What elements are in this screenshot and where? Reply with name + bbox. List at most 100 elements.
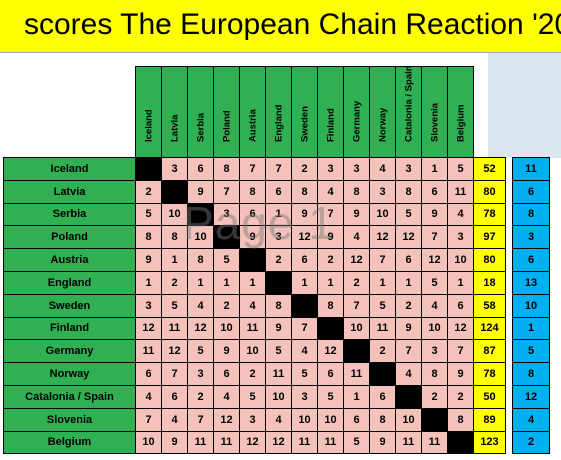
score-cell[interactable]: 9 <box>395 316 422 341</box>
score-cell[interactable]: 1 <box>317 270 344 295</box>
score-cell[interactable]: 8 <box>161 225 188 250</box>
rank-cell[interactable]: 5 <box>512 339 550 364</box>
column-header[interactable]: Austria <box>239 66 266 158</box>
score-cell[interactable]: 8 <box>447 407 474 432</box>
score-cell[interactable]: 11 <box>447 179 474 204</box>
score-cell[interactable]: 12 <box>395 225 422 250</box>
total-cell[interactable]: 123 <box>473 430 506 455</box>
score-cell[interactable]: 7 <box>291 316 318 341</box>
score-cell[interactable]: 6 <box>369 384 396 409</box>
score-cell[interactable]: 12 <box>447 316 474 341</box>
score-cell[interactable]: 11 <box>161 316 188 341</box>
score-cell[interactable]: 2 <box>291 157 318 181</box>
score-cell[interactable]: 8 <box>213 157 240 181</box>
column-header[interactable]: Poland <box>213 66 240 158</box>
rank-cell[interactable]: 8 <box>512 202 550 227</box>
score-cell[interactable]: 10 <box>265 384 292 409</box>
score-cell[interactable]: 3 <box>187 362 214 386</box>
score-cell[interactable]: 6 <box>421 179 448 204</box>
score-cell[interactable]: 4 <box>369 157 396 181</box>
rank-cell[interactable]: 11 <box>512 157 550 181</box>
rank-cell[interactable]: 10 <box>512 293 550 318</box>
score-cell[interactable]: 8 <box>291 179 318 204</box>
score-cell[interactable]: 4 <box>395 362 422 386</box>
score-cell[interactable]: 10 <box>395 407 422 432</box>
score-cell[interactable]: 1 <box>291 270 318 295</box>
row-header[interactable]: Latvia <box>3 179 136 204</box>
score-cell[interactable]: 11 <box>239 316 266 341</box>
row-header[interactable]: England <box>3 270 136 295</box>
rank-cell[interactable]: 6 <box>512 248 550 272</box>
score-cell[interactable]: 12 <box>317 339 344 364</box>
score-cell[interactable]: 5 <box>161 293 188 318</box>
total-cell[interactable]: 50 <box>473 384 506 409</box>
total-cell[interactable]: 87 <box>473 339 506 364</box>
row-header[interactable]: Germany <box>3 339 136 364</box>
score-cell[interactable]: 9 <box>187 179 214 204</box>
column-header[interactable]: Norway <box>369 66 396 158</box>
total-cell[interactable]: 52 <box>473 157 506 181</box>
score-cell[interactable]: 1 <box>343 384 370 409</box>
row-header[interactable]: Norway <box>3 362 136 386</box>
score-cell[interactable]: 10 <box>161 202 188 227</box>
score-cell[interactable]: 6 <box>265 179 292 204</box>
score-cell[interactable]: 12 <box>343 248 370 272</box>
score-cell[interactable]: 7 <box>187 407 214 432</box>
column-header[interactable]: Iceland <box>135 66 162 158</box>
score-cell[interactable]: 11 <box>213 430 240 455</box>
score-cell[interactable]: 10 <box>343 316 370 341</box>
row-header[interactable]: Slovenia <box>3 407 136 432</box>
score-cell[interactable]: 2 <box>395 293 422 318</box>
total-cell[interactable]: 78 <box>473 362 506 386</box>
column-header[interactable]: Serbia <box>187 66 214 158</box>
score-cell[interactable]: 7 <box>135 407 162 432</box>
score-cell[interactable]: 12 <box>239 430 266 455</box>
score-cell[interactable]: 12 <box>187 316 214 341</box>
score-cell[interactable]: 12 <box>369 225 396 250</box>
total-cell[interactable]: 78 <box>473 202 506 227</box>
score-cell[interactable]: 4 <box>421 293 448 318</box>
score-cell[interactable]: 8 <box>239 179 266 204</box>
score-cell[interactable]: 1 <box>421 157 448 181</box>
score-cell[interactable]: 9 <box>161 430 188 455</box>
total-cell[interactable]: 18 <box>473 270 506 295</box>
score-cell[interactable]: 3 <box>161 157 188 181</box>
score-cell[interactable]: 7 <box>161 362 188 386</box>
rank-cell[interactable]: 1 <box>512 316 550 341</box>
score-cell[interactable]: 5 <box>239 384 266 409</box>
score-cell[interactable]: 1 <box>187 270 214 295</box>
score-cell[interactable]: 12 <box>421 248 448 272</box>
score-cell[interactable]: 6 <box>239 202 266 227</box>
column-header[interactable]: Belgium <box>447 66 474 158</box>
score-cell[interactable]: 3 <box>343 157 370 181</box>
score-cell[interactable]: 3 <box>369 179 396 204</box>
score-cell[interactable]: 2 <box>213 293 240 318</box>
score-cell[interactable]: 11 <box>421 430 448 455</box>
score-cell[interactable]: 9 <box>447 362 474 386</box>
score-cell[interactable]: 8 <box>265 293 292 318</box>
score-cell[interactable]: 5 <box>291 362 318 386</box>
score-cell[interactable]: 11 <box>317 430 344 455</box>
rank-cell[interactable]: 13 <box>512 270 550 295</box>
score-cell[interactable]: 9 <box>213 339 240 364</box>
score-cell[interactable]: 4 <box>239 293 266 318</box>
score-cell[interactable]: 3 <box>239 407 266 432</box>
score-cell[interactable]: 7 <box>447 339 474 364</box>
rank-cell[interactable]: 2 <box>512 430 550 455</box>
score-cell[interactable]: 4 <box>135 384 162 409</box>
total-cell[interactable]: 97 <box>473 225 506 250</box>
score-cell[interactable]: 11 <box>291 430 318 455</box>
column-header[interactable]: Germany <box>343 66 370 158</box>
score-cell[interactable]: 12 <box>213 407 240 432</box>
score-cell[interactable]: 2 <box>369 339 396 364</box>
score-cell[interactable]: 6 <box>161 384 188 409</box>
column-header[interactable]: England <box>265 66 292 158</box>
score-cell[interactable]: 7 <box>395 339 422 364</box>
total-cell[interactable]: 89 <box>473 407 506 432</box>
score-cell[interactable]: 12 <box>161 339 188 364</box>
score-cell[interactable]: 11 <box>369 316 396 341</box>
score-cell[interactable]: 6 <box>395 248 422 272</box>
score-cell[interactable]: 8 <box>343 179 370 204</box>
row-header[interactable]: Poland <box>3 225 136 250</box>
score-cell[interactable]: 4 <box>317 179 344 204</box>
